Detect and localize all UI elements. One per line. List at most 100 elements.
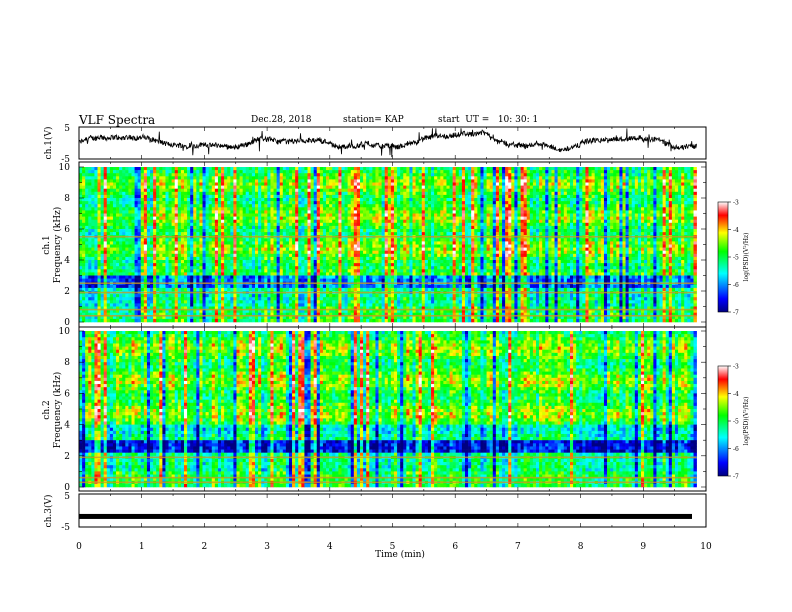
heatmap-cell	[311, 183, 314, 186]
heatmap-cell	[379, 179, 382, 182]
heatmap-cell	[382, 238, 385, 241]
heatmap-cell	[175, 167, 178, 170]
heatmap-cell	[135, 220, 138, 223]
heatmap-cell	[230, 257, 233, 260]
heatmap-cell	[212, 257, 215, 260]
heatmap-cell	[144, 266, 147, 269]
heatmap-cell	[326, 170, 329, 173]
heatmap-cell	[141, 254, 144, 257]
heatmap-cell	[267, 303, 270, 306]
heatmap-cell	[104, 229, 107, 232]
heatmap-cell	[230, 204, 233, 207]
heatmap-cell	[298, 285, 301, 288]
heatmap-cell	[122, 266, 125, 269]
heatmap-cell	[233, 173, 236, 176]
heatmap-cell	[113, 303, 116, 306]
heatmap-cell	[354, 297, 357, 300]
heatmap-cell	[283, 266, 286, 269]
heatmap-cell	[147, 204, 150, 207]
heatmap-cell	[230, 186, 233, 189]
heatmap-cell	[150, 297, 153, 300]
heatmap-cell	[351, 276, 354, 279]
heatmap-cell	[270, 248, 273, 251]
heatmap-cell	[311, 204, 314, 207]
heatmap-cell	[85, 210, 88, 213]
heatmap-cell	[375, 241, 378, 244]
heatmap-cell	[221, 220, 224, 223]
heatmap-cell	[110, 238, 113, 241]
heatmap-cell	[101, 254, 104, 257]
heatmap-cell	[85, 279, 88, 282]
heatmap-cell	[147, 186, 150, 189]
heatmap-cell	[335, 276, 338, 279]
heatmap-cell	[357, 198, 360, 201]
heatmap-cell	[122, 260, 125, 263]
heatmap-cell	[264, 217, 267, 220]
heatmap-cell	[274, 229, 277, 232]
heatmap-cell	[329, 263, 332, 266]
heatmap-cell	[101, 300, 104, 303]
heatmap-cell	[94, 269, 97, 272]
heatmap-cell	[295, 223, 298, 226]
heatmap-cell	[110, 210, 113, 213]
heatmap-cell	[218, 226, 221, 229]
heatmap-cell	[159, 214, 162, 217]
heatmap-cell	[113, 179, 116, 182]
heatmap-cell	[141, 229, 144, 232]
heatmap-cell	[311, 266, 314, 269]
heatmap-cell	[360, 279, 363, 282]
heatmap-cell	[292, 294, 295, 297]
heatmap-cell	[172, 245, 175, 248]
heatmap-cell	[236, 170, 239, 173]
heatmap-cell	[335, 272, 338, 275]
heatmap-cell	[295, 238, 298, 241]
heatmap-cell	[141, 319, 144, 322]
heatmap-cell	[150, 201, 153, 204]
heatmap-cell	[175, 251, 178, 254]
heatmap-cell	[150, 195, 153, 198]
heatmap-cell	[119, 300, 122, 303]
heatmap-cell	[101, 176, 104, 179]
heatmap-cell	[264, 223, 267, 226]
heatmap-cell	[224, 248, 227, 251]
heatmap-cell	[101, 248, 104, 251]
heatmap-cell	[240, 176, 243, 179]
heatmap-cell	[357, 300, 360, 303]
heatmap-cell	[79, 232, 82, 235]
heatmap-cell	[128, 238, 131, 241]
heatmap-cell	[147, 276, 150, 279]
heatmap-cell	[243, 294, 246, 297]
heatmap-cell	[348, 210, 351, 213]
heatmap-cell	[169, 251, 172, 254]
heatmap-cell	[125, 176, 128, 179]
heatmap-cell	[255, 226, 258, 229]
heatmap-cell	[94, 226, 97, 229]
heatmap-cell	[165, 201, 168, 204]
heatmap-cell	[209, 167, 212, 170]
heatmap-cell	[150, 294, 153, 297]
heatmap-cell	[138, 226, 141, 229]
heatmap-cell	[311, 238, 314, 241]
heatmap-cell	[82, 189, 85, 192]
heatmap-cell	[308, 195, 311, 198]
heatmap-cell	[329, 279, 332, 282]
heatmap-cell	[165, 238, 168, 241]
heatmap-cell	[270, 288, 273, 291]
heatmap-cell	[101, 297, 104, 300]
heatmap-cell	[91, 297, 94, 300]
heatmap-cell	[107, 263, 110, 266]
heatmap-cell	[351, 210, 354, 213]
heatmap-cell	[178, 192, 181, 195]
heatmap-cell	[159, 263, 162, 266]
heatmap-cell	[187, 303, 190, 306]
heatmap-cell	[351, 263, 354, 266]
heatmap-cell	[255, 229, 258, 232]
heatmap-cell	[132, 214, 135, 217]
heatmap-cell	[292, 300, 295, 303]
heatmap-cell	[199, 300, 202, 303]
heatmap-cell	[138, 288, 141, 291]
heatmap-cell	[338, 297, 341, 300]
heatmap-cell	[233, 248, 236, 251]
heatmap-cell	[119, 285, 122, 288]
heatmap-cell	[363, 319, 366, 322]
